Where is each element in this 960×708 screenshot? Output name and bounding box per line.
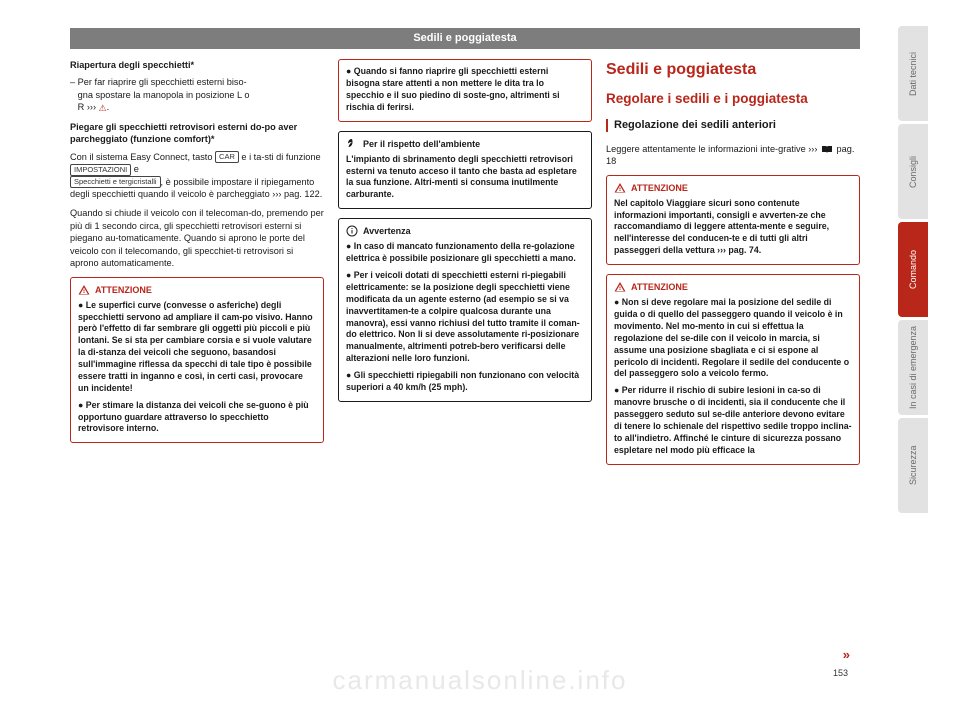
box-head: Per il rispetto dell'ambiente	[346, 138, 584, 150]
col1-p2: Con il sistema Easy Connect, tasto CAR e…	[70, 151, 324, 201]
ambiente-box: Per il rispetto dell'ambiente L'impianto…	[338, 131, 592, 210]
heading-regolazione-anteriori: Regolazione dei sedili anteriori	[606, 118, 860, 133]
attn-p2: ● Per stimare la distanza dei veicoli ch…	[78, 400, 316, 436]
col1-subhead-piegare: Piegare gli specchietti retrovisori este…	[70, 121, 324, 146]
note-p1: ● In caso di mancato funzionamento della…	[346, 241, 584, 265]
warning-icon	[78, 284, 90, 296]
box-head: ATTENZIONE	[78, 284, 316, 296]
column-2: ● Quando si fanno riaprire gli specchiet…	[338, 59, 592, 668]
attenzione-box-continued: ● Quando si fanno riaprire gli specchiet…	[338, 59, 592, 122]
attn-p1: ● Le superfici curve (convesse o asferic…	[78, 300, 316, 395]
tab-dati-tecnici[interactable]: Dati tecnici	[898, 26, 928, 121]
car-button-label: CAR	[215, 151, 239, 163]
continue-arrow-icon: »	[843, 647, 850, 662]
attenzione-box-1: ATTENZIONE ● Le superfici curve (convess…	[70, 277, 324, 444]
text: R ›››	[78, 102, 99, 112]
attn3b-p1: ● Non si deve regolare mai la posizione …	[614, 297, 852, 380]
attenzione-box-3b: ATTENZIONE ● Non si deve regolare mai la…	[606, 274, 860, 465]
text: Leggere attentamente le informazioni int…	[606, 144, 820, 154]
note-p2: ● Per i veicoli dotati di specchietti es…	[346, 270, 584, 365]
tab-comando[interactable]: Comando	[898, 222, 928, 317]
warning-triangle-icon: ⚠	[99, 102, 107, 114]
environment-icon	[346, 138, 358, 150]
column-1: Riapertura degli specchietti* – Per far …	[70, 59, 324, 668]
attn-cont-p: ● Quando si fanno riaprire gli specchiet…	[346, 66, 584, 114]
page: Sedili e poggiatesta Riapertura degli sp…	[70, 28, 860, 668]
heading-regolare: Regolare i sedili e i poggiatesta	[606, 90, 860, 108]
col1-p3: Quando si chiude il veicolo con il telec…	[70, 207, 324, 269]
specchietti-button-label: Specchietti e tergicristalli	[70, 176, 161, 188]
tab-sicurezza[interactable]: Sicurezza	[898, 418, 928, 513]
text: e	[131, 164, 139, 174]
watermark: carmanualsonline.info	[0, 665, 960, 696]
note-p3: ● Gli specchietti ripiegabili non funzio…	[346, 370, 584, 394]
tab-consigli[interactable]: Consigli	[898, 124, 928, 219]
env-p: L'impianto di sbrinamento degli specchie…	[346, 154, 584, 202]
attn3b-p2: ● Per ridurre il rischio di subire lesio…	[614, 385, 852, 456]
text: – Per far riaprire gli specchietti ester…	[70, 77, 247, 87]
box-head: ATTENZIONE	[614, 182, 852, 194]
side-tabs: Dati tecnici Consigli Comando In casi di…	[898, 26, 928, 516]
book-icon	[821, 145, 833, 154]
info-icon	[346, 225, 358, 237]
avvertenza-box: Avvertenza ● In caso di mancato funziona…	[338, 218, 592, 402]
text: .	[107, 102, 110, 112]
attn3a-p: Nel capitolo Viaggiare sicuri sono conte…	[614, 198, 852, 257]
column-3: Sedili e poggiatesta Regolare i sedili e…	[606, 59, 860, 668]
box-title: ATTENZIONE	[95, 284, 152, 296]
box-title: ATTENZIONE	[631, 182, 688, 194]
columns: Riapertura degli specchietti* – Per far …	[70, 59, 860, 668]
box-head: ATTENZIONE	[614, 281, 852, 293]
heading-sedili: Sedili e poggiatesta	[606, 59, 860, 81]
attenzione-box-3a: ATTENZIONE Nel capitolo Viaggiare sicuri…	[606, 175, 860, 266]
tab-emergenza[interactable]: In casi di emergenza	[898, 320, 928, 415]
box-head: Avvertenza	[346, 225, 584, 237]
col1-p1: – Per far riaprire gli specchietti ester…	[70, 76, 324, 113]
box-title: Per il rispetto dell'ambiente	[363, 138, 480, 150]
page-number: 153	[833, 668, 848, 678]
text: e i ta-sti di funzione	[239, 152, 321, 162]
box-title: Avvertenza	[363, 225, 411, 237]
text: gna spostare la manopola in posizione L …	[78, 90, 250, 100]
text: Con il sistema Easy Connect, tasto	[70, 152, 215, 162]
impostazioni-button-label: IMPOSTAZIONI	[70, 164, 131, 176]
section-banner: Sedili e poggiatesta	[70, 28, 860, 49]
warning-icon	[614, 182, 626, 194]
col3-intro: Leggere attentamente le informazioni int…	[606, 143, 860, 168]
box-title: ATTENZIONE	[631, 281, 688, 293]
col1-subhead-riapertura: Riapertura degli specchietti*	[70, 59, 324, 71]
warning-icon	[614, 281, 626, 293]
